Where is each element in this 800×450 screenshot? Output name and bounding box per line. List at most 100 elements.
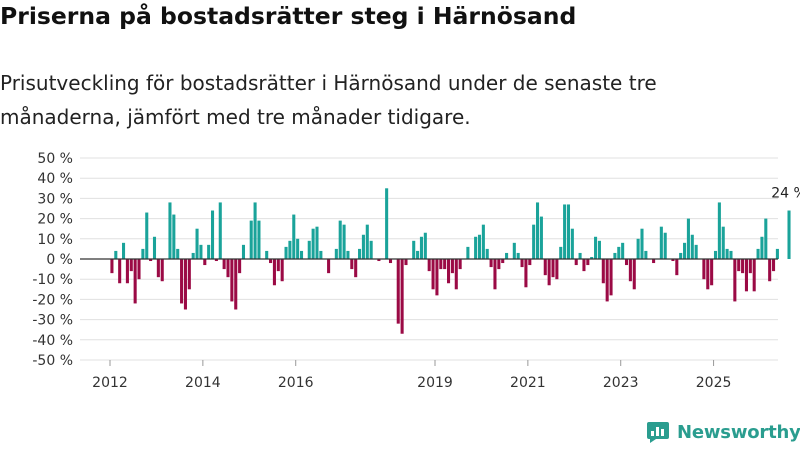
bar [474, 236, 478, 259]
bar [195, 228, 199, 259]
bar [447, 259, 451, 284]
y-tick-label: 30 % [37, 191, 73, 207]
bar [713, 250, 718, 259]
bar [361, 234, 365, 259]
bar [416, 250, 420, 259]
x-tick-label: 2023 [603, 375, 639, 391]
bar [555, 259, 559, 280]
bar [737, 259, 741, 272]
bar [636, 238, 640, 259]
bar [238, 259, 242, 274]
bar [489, 259, 493, 268]
bar [234, 259, 238, 310]
bar [632, 259, 636, 290]
bar [594, 236, 598, 259]
bar [276, 259, 280, 272]
bar [671, 259, 675, 262]
bar [574, 259, 578, 266]
bar [284, 246, 288, 259]
bar [551, 259, 555, 278]
bar [149, 259, 153, 262]
bar [265, 250, 269, 259]
x-tick-label: 2021 [510, 375, 546, 391]
y-tick-label: -50 % [32, 353, 73, 369]
bar [717, 202, 721, 259]
bar [241, 244, 246, 259]
bar [570, 228, 574, 259]
bar [764, 218, 768, 259]
bar [481, 224, 485, 259]
bar [539, 216, 543, 259]
bar [640, 228, 644, 259]
bar [683, 242, 687, 259]
bar [226, 259, 230, 278]
bar [118, 259, 122, 284]
bar [218, 202, 222, 259]
bar [675, 259, 679, 276]
bar [125, 259, 129, 284]
bar [686, 218, 690, 259]
bar [582, 259, 586, 272]
bar [145, 212, 149, 259]
bar [628, 259, 632, 282]
bar [760, 236, 764, 259]
bar [524, 259, 528, 288]
bar [156, 259, 160, 278]
bar [659, 226, 663, 259]
bar [443, 259, 447, 270]
bar [230, 259, 234, 302]
bar [160, 259, 164, 282]
bar [315, 226, 319, 259]
bar [706, 259, 710, 290]
bar [114, 250, 118, 259]
x-tick-label: 2012 [92, 375, 128, 391]
bar [292, 214, 296, 259]
bar [122, 242, 126, 259]
bar [454, 259, 458, 290]
bar [663, 232, 667, 259]
bar [385, 188, 389, 259]
bar [253, 202, 257, 259]
bar [172, 214, 176, 259]
bar [152, 236, 157, 259]
bar [756, 248, 760, 259]
y-tick-label: 0 % [46, 252, 73, 268]
bar [133, 259, 137, 304]
bar [338, 220, 342, 259]
bar [501, 259, 505, 264]
bar [733, 259, 737, 302]
bar [768, 259, 772, 282]
bar [752, 259, 756, 292]
chart-subtitle: Prisutveckling för bostadsrätter i Härnö… [0, 71, 657, 129]
bar [369, 240, 373, 259]
y-tick-label: 20 % [37, 212, 73, 228]
bar [311, 228, 315, 259]
bar [748, 259, 752, 274]
bar [110, 259, 114, 274]
bar [787, 210, 791, 259]
bar [199, 244, 203, 259]
bar [354, 259, 358, 278]
bar [137, 259, 141, 280]
bar [590, 256, 594, 259]
bar [497, 259, 501, 270]
x-axis: 2012 2014 2016 2019 2021 2023 2025 [92, 360, 731, 391]
bar [439, 259, 443, 270]
bar [578, 252, 582, 259]
bars [110, 188, 791, 334]
bar [141, 248, 145, 259]
bar [617, 246, 621, 259]
bar [431, 259, 435, 290]
bar [346, 250, 350, 259]
bar [729, 250, 733, 259]
bar [207, 244, 211, 259]
bar [690, 234, 694, 259]
bar [725, 248, 729, 259]
bar [477, 234, 482, 259]
bar [180, 259, 184, 304]
bar [450, 259, 454, 274]
bar [129, 259, 133, 272]
newsworthy-icon [647, 422, 669, 443]
brand-name: Newsworthy [677, 421, 800, 443]
bar [296, 238, 300, 259]
